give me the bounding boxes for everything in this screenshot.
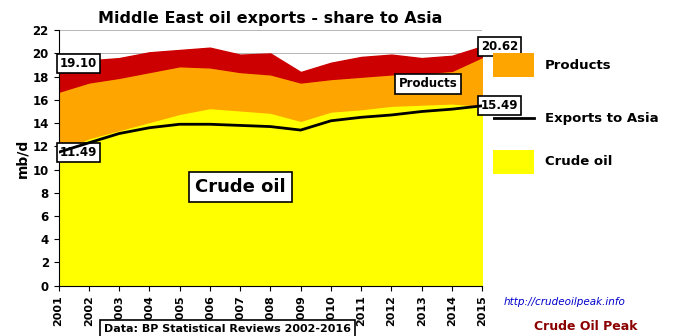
Text: 19.10: 19.10 xyxy=(60,57,97,71)
Text: Products: Products xyxy=(398,77,457,90)
Text: Exports to Asia: Exports to Asia xyxy=(545,112,659,125)
Text: 15.49: 15.49 xyxy=(481,99,518,112)
Text: Crude oil: Crude oil xyxy=(545,155,612,168)
Text: 20.62: 20.62 xyxy=(481,40,518,53)
Text: http://crudeoilpeak.info: http://crudeoilpeak.info xyxy=(504,297,626,307)
Bar xyxy=(493,150,533,174)
Text: Data: BP Statistical Reviews 2002-2016: Data: BP Statistical Reviews 2002-2016 xyxy=(104,324,351,334)
Bar xyxy=(493,53,533,77)
Title: Middle East oil exports - share to Asia: Middle East oil exports - share to Asia xyxy=(99,11,442,26)
Text: Crude Oil Peak: Crude Oil Peak xyxy=(534,320,637,333)
Text: Crude oil: Crude oil xyxy=(195,178,285,196)
Text: Products: Products xyxy=(545,58,611,72)
Y-axis label: mb/d: mb/d xyxy=(16,138,30,177)
Text: 11.49: 11.49 xyxy=(60,146,97,159)
